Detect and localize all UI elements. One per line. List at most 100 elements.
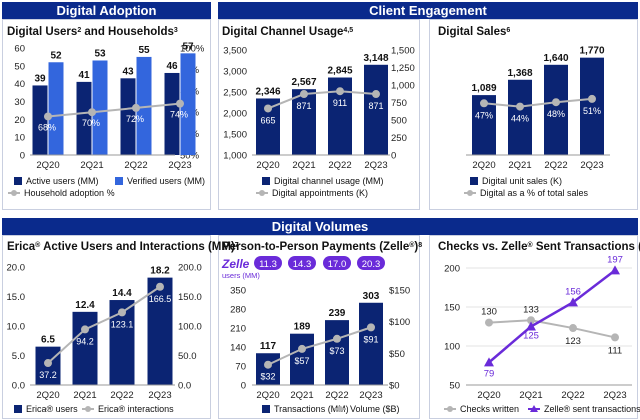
erica-interactions-point — [81, 325, 89, 334]
zelle-sent-data-label: 79 — [484, 368, 495, 379]
zelle-sent-line — [488, 269, 616, 364]
zelle-users-pill — [254, 256, 282, 270]
left-axis-tick-label: 0 — [241, 381, 246, 392]
legend-household-adoption-label: Household adoption % — [24, 188, 115, 198]
digital-unit-sales-data-label: 1,640 — [543, 53, 568, 64]
digital-appointments-data-label: 665 — [260, 115, 275, 125]
erica-users-data-label: 12.4 — [75, 300, 95, 311]
x-tick-label: 2Q23 — [168, 160, 191, 171]
x-tick-label: 2Q21 — [519, 390, 542, 401]
digital-appointments-line — [267, 90, 377, 110]
right-axis-tick-label: 50.0 — [178, 351, 197, 362]
left-axis-tick-label: 1,500 — [223, 130, 247, 141]
zelle-transactions-bar — [325, 320, 349, 385]
legend-digital-unit-sales-label: Digital unit sales (K) — [482, 176, 562, 186]
right-axis-tick-label: 150.0 — [178, 292, 202, 303]
digital-sales-pct-point — [588, 94, 596, 103]
zelle-volume-point — [298, 344, 306, 353]
right-axis-tick-label: 100.0 — [178, 322, 202, 333]
zelle-volume-point — [333, 334, 341, 343]
checks-written-point — [569, 324, 577, 333]
zelle-sent-data-label: 125 — [523, 331, 539, 342]
x-tick-label: 2Q21 — [73, 390, 96, 401]
digital-channel-usage-data-label: 3,148 — [363, 53, 388, 64]
verified-users-data-label: 53 — [94, 48, 106, 59]
digital-sales-pct-data-label: 51% — [583, 106, 601, 116]
chart-title: Digital Sales6 — [438, 26, 510, 38]
right-axis-tick-label: $50 — [389, 349, 405, 360]
zelle-users-value: 14.3 — [293, 259, 312, 270]
digital-sales-pct-data-label: 48% — [547, 109, 565, 119]
erica-users-data-label: 6.5 — [41, 335, 55, 346]
right-axis-tick-label: 0.0 — [178, 381, 191, 392]
left-axis-tick-label: 60 — [14, 44, 25, 55]
left-axis-tick-label: 20 — [14, 115, 25, 126]
legend-erica-users-label: Erica® users — [26, 404, 78, 414]
digital-volumes-banner: Digital Volumes — [2, 218, 638, 235]
active-users-bar — [32, 85, 48, 155]
x-tick-label: 2Q20 — [36, 160, 59, 171]
x-tick-label: 2Q22 — [325, 390, 348, 401]
chart-title: Checks vs. Zelle® Sent Transactions (MM) — [438, 241, 640, 254]
checks-written-data-label: 123 — [565, 336, 581, 347]
digital-sales-pct-point — [516, 102, 524, 111]
zelle-sent-point — [610, 265, 620, 275]
x-tick-label: 2Q21 — [290, 390, 313, 401]
legend-verified-users-label: Verified users (MM) — [127, 176, 205, 186]
checks-written-point — [527, 316, 535, 325]
client-engagement-banner: Client Engagement — [218, 2, 638, 19]
right-axis-tick-label: 1,250 — [391, 63, 415, 74]
digital-appointments-point — [300, 90, 308, 99]
x-tick-label: 2Q20 — [256, 390, 279, 401]
x-tick-label: 2Q20 — [472, 160, 495, 171]
legend-zelle-transactions-swatch — [262, 405, 270, 413]
erica-users-data-label: 14.4 — [112, 288, 132, 299]
left-axis-tick-label: 10.0 — [7, 322, 26, 333]
zelle-volume-line — [267, 326, 372, 366]
panel-zelle-payments — [218, 235, 420, 419]
zelle-transactions-bar — [256, 353, 280, 385]
digital-channel-usage-bar — [292, 89, 316, 155]
checks-written-point — [485, 318, 493, 327]
legend-checks-written-swatch-point — [447, 406, 453, 412]
chart-title: Digital Channel Usage4,5 — [222, 26, 353, 38]
active-users-bar — [76, 81, 92, 155]
active-users-bar — [120, 78, 136, 155]
zelle-transactions-bar — [290, 333, 314, 385]
legend-zelle-volume-label: Volume ($B) — [350, 404, 400, 414]
erica-interactions-point — [118, 308, 126, 317]
erica-users-bar — [72, 311, 98, 385]
checks-written-data-label: 130 — [481, 307, 497, 318]
active-users-data-label: 46 — [166, 61, 178, 72]
left-axis-tick-label: 3,000 — [223, 67, 247, 78]
legend-digital-sales-pct-label: Digital as a % of total sales — [480, 188, 589, 198]
x-tick-label: 2Q22 — [124, 160, 147, 171]
chart-title: Erica® Active Users and Interactions (MM… — [7, 241, 239, 254]
right-axis-tick-label: 50% — [180, 151, 200, 162]
left-axis-tick-label: 15.0 — [7, 292, 26, 303]
erica-interactions-data-label: 94.2 — [76, 336, 94, 346]
panel-checks-vs-zelle — [429, 235, 638, 419]
right-axis-tick-label: 1,500 — [391, 46, 415, 57]
x-tick-label: 2Q22 — [110, 390, 133, 401]
active-users-data-label: 41 — [78, 70, 90, 81]
zelle-users-pill — [288, 256, 316, 270]
left-axis-tick-label: 280 — [230, 305, 246, 316]
household-adoption-data-label: 68% — [38, 122, 56, 132]
legend-verified-users-swatch — [115, 177, 123, 185]
erica-interactions-point — [156, 282, 164, 291]
zelle-volume-data-label: $32 — [260, 372, 275, 382]
right-axis-tick-label: 100% — [180, 44, 205, 55]
digital-appointments-point — [372, 90, 380, 99]
panel-digital-channel — [218, 19, 420, 210]
x-tick-label: 2Q22 — [544, 160, 567, 171]
x-tick-label: 2Q20 — [477, 390, 500, 401]
zelle-sent-point — [484, 357, 494, 367]
left-axis-tick-label: 210 — [230, 324, 246, 335]
legend-digital-sales-pct-swatch-point — [467, 190, 473, 196]
left-axis-tick-label: 200 — [444, 264, 460, 275]
zelle-users-value: 11.3 — [259, 259, 277, 270]
digital-unit-sales-bar — [544, 64, 568, 155]
active-users-bar — [164, 72, 180, 155]
x-tick-label: 2Q20 — [36, 390, 59, 401]
